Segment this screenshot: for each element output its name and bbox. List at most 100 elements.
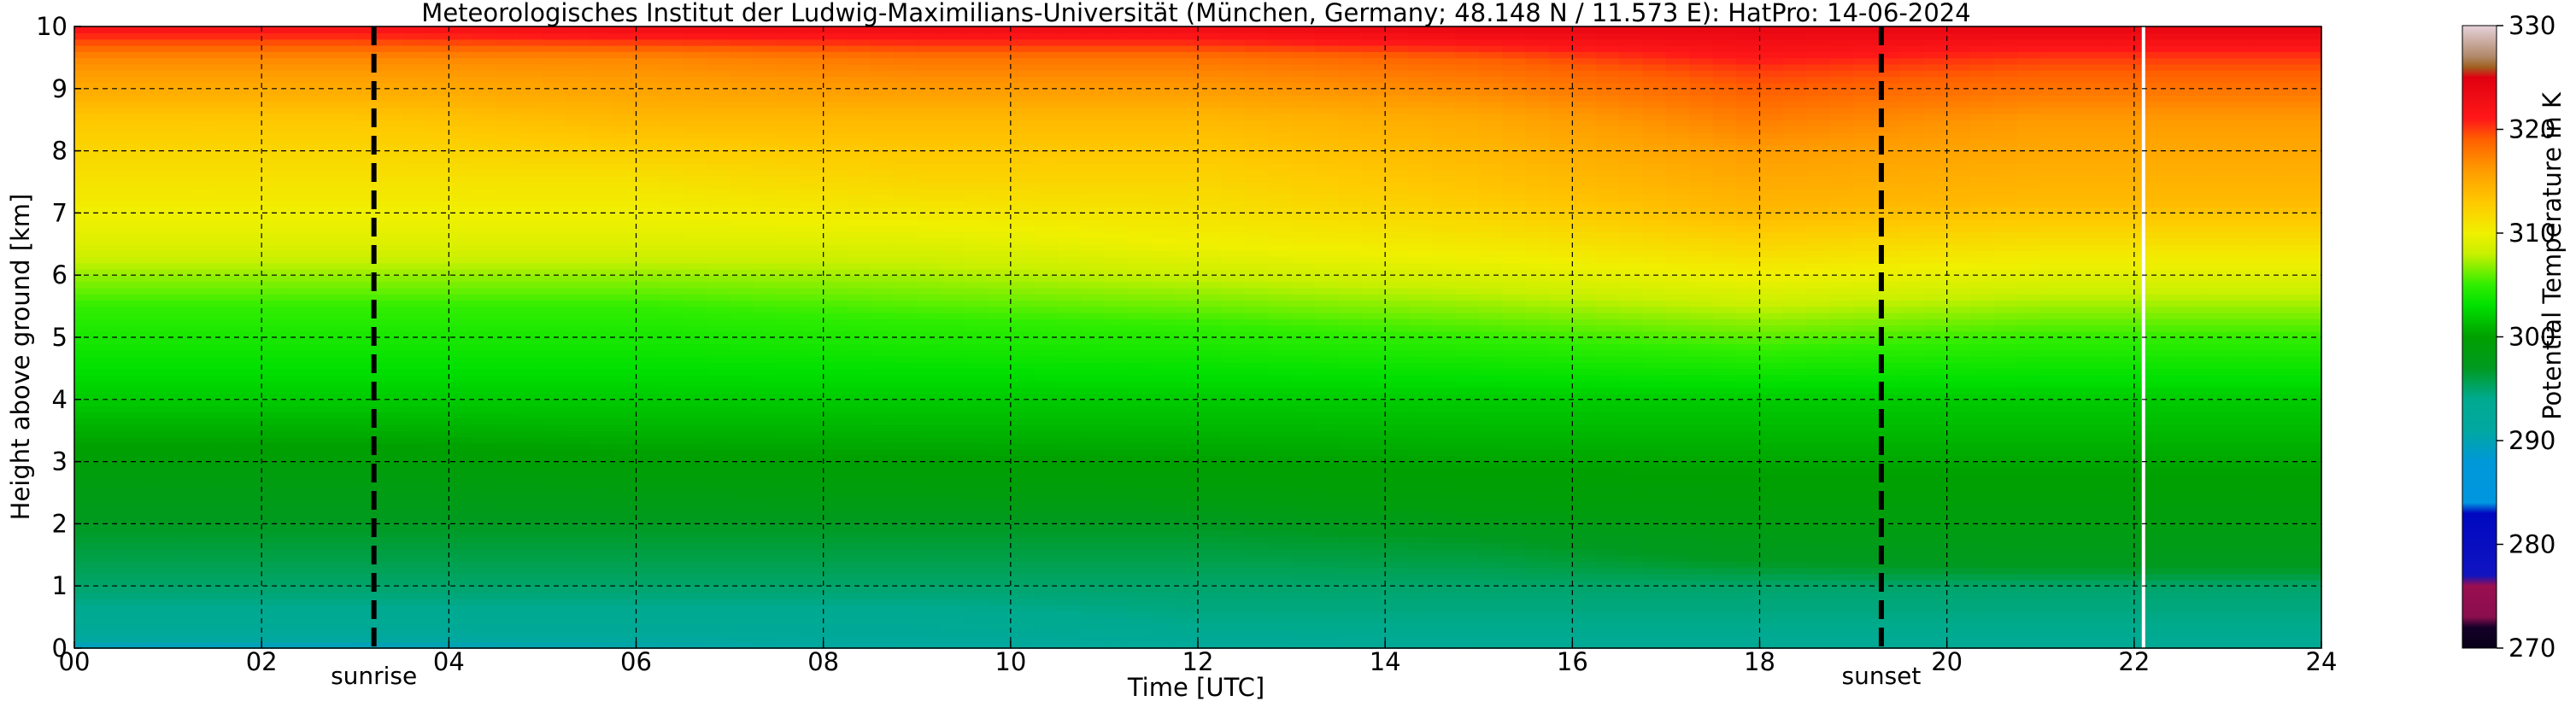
heatmap-cell: [425, 107, 450, 114]
heatmap-cell: [1057, 611, 1082, 618]
heatmap-cell: [332, 374, 356, 382]
heatmap-cell: [776, 82, 801, 90]
heatmap-cell: [800, 517, 824, 525]
heatmap-cell: [1127, 592, 1153, 599]
heatmap-cell: [425, 461, 450, 469]
heatmap-cell: [847, 150, 871, 158]
heatmap-cell: [1221, 126, 1246, 133]
heatmap-cell: [1057, 243, 1082, 251]
heatmap-cell: [870, 281, 895, 289]
heatmap-cell: [74, 486, 99, 494]
heatmap-cell: [120, 567, 145, 575]
heatmap-cell: [144, 374, 169, 382]
heatmap-cell: [776, 529, 801, 537]
heatmap-cell: [636, 579, 660, 587]
heatmap-cell: [332, 300, 356, 307]
heatmap-cell: [1081, 529, 1106, 537]
heatmap-cell: [425, 156, 450, 164]
heatmap-cell: [238, 586, 262, 593]
heatmap-cell: [378, 26, 403, 34]
heatmap-cell: [425, 622, 450, 630]
heatmap-cell: [261, 605, 286, 612]
heatmap-cell: [1151, 368, 1176, 376]
heatmap-cell: [261, 412, 286, 419]
heatmap-cell: [753, 548, 777, 556]
heatmap-cell: [800, 467, 824, 475]
heatmap-cell: [964, 88, 989, 96]
heatmap-cell: [285, 517, 309, 525]
heatmap-cell: [589, 412, 613, 419]
heatmap-cell: [519, 175, 543, 183]
heatmap-cell: [683, 194, 707, 202]
heatmap-cell: [378, 57, 403, 65]
heatmap-cell: [74, 306, 99, 313]
heatmap-cell: [987, 213, 1012, 220]
heatmap-cell: [74, 349, 99, 357]
heatmap-cell: [144, 611, 169, 618]
heatmap-cell: [987, 616, 1012, 624]
heatmap-cell: [613, 126, 637, 133]
heatmap-cell: [214, 44, 239, 52]
heatmap-cell: [823, 455, 848, 463]
heatmap-cell: [636, 480, 660, 488]
heatmap-cell: [1127, 262, 1153, 270]
heatmap-cell: [97, 592, 122, 599]
heatmap-cell: [332, 355, 356, 363]
heatmap-cell: [355, 63, 379, 71]
heatmap-cell: [964, 424, 989, 431]
heatmap-cell: [706, 32, 731, 40]
heatmap-cell: [332, 511, 356, 518]
heatmap-cell: [238, 499, 262, 506]
heatmap-cell: [1057, 355, 1082, 363]
heatmap-cell: [823, 535, 848, 544]
heatmap-cell: [613, 635, 637, 643]
heatmap-cell: [1174, 113, 1199, 120]
heatmap-cell: [753, 243, 777, 251]
heatmap-cell: [472, 38, 496, 46]
heatmap-cell: [987, 237, 1012, 245]
heatmap-cell: [753, 200, 777, 207]
heatmap-cell: [1104, 312, 1129, 319]
heatmap-cell: [261, 542, 286, 550]
heatmap-cell: [191, 200, 216, 207]
heatmap-cell: [987, 163, 1012, 171]
heatmap-cell: [753, 182, 777, 190]
heatmap-cell: [847, 312, 871, 319]
heatmap-cell: [378, 95, 403, 102]
heatmap-cell: [238, 542, 262, 550]
heatmap-cell: [659, 330, 684, 338]
heatmap-cell: [402, 412, 426, 419]
heatmap-cell: [74, 586, 99, 593]
heatmap-cell: [776, 300, 801, 307]
heatmap-cell: [917, 499, 942, 506]
heatmap-cell: [566, 300, 590, 307]
heatmap-cell: [402, 455, 426, 463]
heatmap-cell: [378, 430, 403, 438]
heatmap-cell: [800, 380, 824, 389]
heatmap-cell: [402, 598, 426, 605]
heatmap-cell: [917, 573, 942, 581]
heatmap-cell: [964, 175, 989, 183]
heatmap-cell: [378, 554, 403, 562]
heatmap-cell: [167, 237, 192, 245]
heatmap-cell: [496, 449, 520, 457]
heatmap-cell: [589, 175, 613, 183]
heatmap-cell: [613, 486, 637, 494]
heatmap-cell: [144, 467, 169, 475]
heatmap-cell: [753, 113, 777, 120]
heatmap-cell: [1127, 231, 1153, 239]
heatmap-cell: [1010, 131, 1036, 139]
heatmap-cell: [683, 150, 707, 158]
heatmap-cell: [1057, 144, 1082, 152]
heatmap-cell: [214, 598, 239, 605]
heatmap-cell: [519, 412, 543, 419]
heatmap-cell: [167, 330, 192, 338]
heatmap-cell: [1151, 69, 1176, 78]
heatmap-cell: [472, 225, 496, 233]
heatmap-cell: [659, 605, 684, 612]
heatmap-cell: [1221, 182, 1246, 190]
heatmap-cell: [1010, 399, 1036, 406]
heatmap-cell: [753, 324, 777, 332]
heatmap-cell: [261, 380, 286, 389]
heatmap-cell: [1174, 635, 1199, 643]
